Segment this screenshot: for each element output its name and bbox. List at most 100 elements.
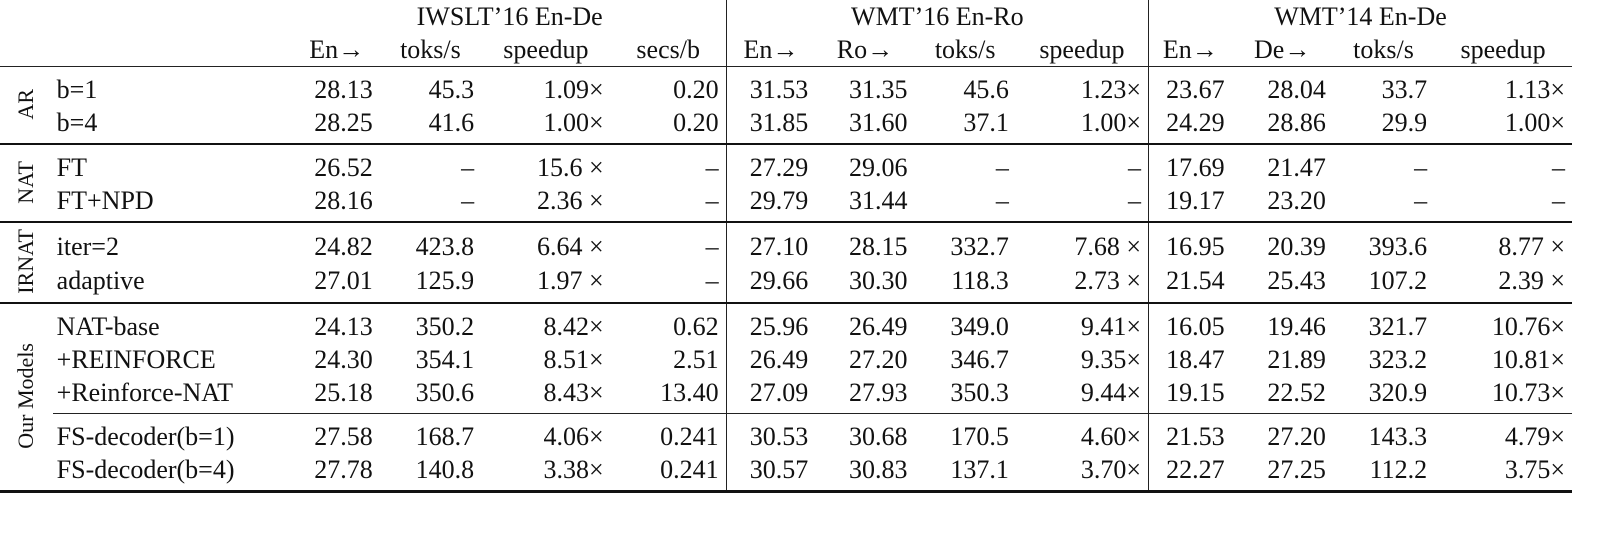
cell: 19.17 (1166, 186, 1225, 215)
cell: 24.30 (314, 344, 373, 374)
cell: 0.241 (610, 452, 727, 493)
cell: 8.51× (543, 344, 604, 374)
row-name: iter=2 (52, 220, 294, 264)
column-header: En→ (1162, 35, 1218, 64)
cell: – (1015, 184, 1150, 222)
cell: 3.75× (1434, 452, 1572, 493)
cell: 393.6 (1332, 220, 1435, 264)
cell: 27.09 (749, 377, 809, 407)
data-row: FS-decoder(b=1) 27.58 168.7 4.06× 0.241 30.53… (0, 412, 1572, 453)
cell: – (379, 143, 482, 184)
cell: 25.43 (1267, 266, 1326, 296)
column-header: speedup (1460, 35, 1546, 64)
section-label-text: Our Models (13, 342, 39, 449)
cell: 27.29 (726, 143, 816, 184)
cell: 350.3 (950, 377, 1009, 407)
cell: – (995, 186, 1009, 215)
section-label-text: AR (13, 88, 39, 120)
section-label: AR (0, 66, 53, 144)
cell: – (1015, 143, 1150, 184)
cell: 24.29 (1166, 108, 1225, 137)
cell: 22.52 (1267, 377, 1326, 407)
cell: 3.70× (1015, 452, 1150, 493)
column-header: Ro→ (836, 35, 894, 64)
column-header-row: En→ toks/s speedup secs/b En→ Ro→ toks/s speedu… (0, 33, 1572, 67)
cell: – (1414, 186, 1428, 215)
cell: 27.58 (293, 412, 380, 453)
cell: 27.20 (849, 344, 908, 374)
cell: 41.6 (428, 108, 475, 137)
cell: 30.57 (726, 452, 816, 493)
cell: 6.64 × (481, 220, 611, 264)
cell: – (610, 184, 727, 222)
cell: 28.04 (1231, 66, 1333, 106)
results-table: IWSLT’16 En-De WMT’16 En-Ro WMT’14 En-De En… (0, 0, 1572, 493)
spacer (53, 33, 294, 67)
cell: 1.13× (1434, 66, 1572, 106)
cell: 9.41× (1015, 301, 1150, 343)
data-row: AR b=1 28.13 45.3 1.09× 0.20 31.53 31.35 45.6 1.2… (0, 66, 1572, 144)
cell: 10.76× (1434, 301, 1572, 343)
data-row: b=4 28.25 41.6 1.00× 0.20 31.85 31.60 37.1 1.00×… (0, 106, 1572, 144)
cell: 0.62 (610, 301, 727, 343)
row-name: b=1 (52, 66, 294, 106)
cell: – (914, 143, 1016, 184)
row-name: NAT-base (52, 301, 294, 343)
cell: 10.73× (1491, 377, 1565, 407)
column-header: speedup (503, 35, 589, 64)
cell: 27.20 (1231, 412, 1333, 453)
cell: 27.10 (726, 220, 816, 264)
cell: 2.73 × (1015, 263, 1150, 303)
cell: 45.3 (379, 66, 482, 106)
cell: 332.7 (914, 220, 1016, 264)
cell: 29.9 (1381, 108, 1428, 137)
cell: 28.16 (314, 186, 373, 215)
cell: – (1434, 143, 1572, 184)
cell: 45.6 (914, 66, 1016, 106)
cell: 2.51 (610, 342, 727, 376)
cell: 31.35 (815, 66, 915, 106)
section-label: IRNAT (0, 221, 53, 303)
group-header-row: IWSLT’16 En-De WMT’16 En-Ro WMT’14 En-De (0, 0, 1572, 33)
cell: 23.20 (1267, 186, 1326, 215)
cell: 30.30 (849, 266, 908, 296)
row-name: +Reinforce-NAT (56, 377, 234, 407)
column-header: toks/s (400, 35, 461, 64)
cell: 13.40 (610, 375, 727, 414)
group-header: WMT’14 En-De (1274, 2, 1447, 31)
cell: 1.00× (1015, 106, 1150, 144)
column-header: secs/b (610, 33, 727, 67)
cell: 1.09× (481, 66, 611, 106)
cell: 24.82 (293, 220, 380, 264)
column-header: toks/s (1353, 35, 1414, 64)
data-row: FT+NPD 28.16–2.36 × –29.79 31.44– –19.17 23.2… (0, 184, 1572, 222)
cell: 28.15 (815, 220, 915, 264)
cell: 7.68 × (1015, 220, 1150, 264)
cell: 31.53 (726, 66, 816, 106)
data-row: FS-decoder(b=4) 27.78 140.8 3.38× 0.241 30.57… (0, 452, 1572, 493)
column-header: toks/s (934, 35, 996, 64)
spacer (53, 0, 294, 33)
cell: 30.68 (815, 412, 915, 453)
cell: 350.6 (415, 377, 475, 407)
spacer (0, 33, 53, 67)
cell: 125.9 (415, 266, 475, 296)
cell: 28.13 (293, 66, 380, 106)
cell: 143.3 (1332, 412, 1435, 453)
cell: – (610, 143, 727, 184)
cell: 107.2 (1368, 266, 1428, 296)
cell: 0.20 (610, 106, 727, 144)
cell: 423.8 (379, 220, 482, 264)
column-header: De→ (1254, 35, 1311, 64)
cell: 16.95 (1148, 220, 1232, 264)
cell: 26.49 (749, 344, 809, 374)
cell: 16.05 (1148, 301, 1232, 343)
cell: 20.39 (1231, 220, 1333, 264)
cell: 4.06× (481, 412, 611, 453)
row-name: FS-decoder(b=4) (52, 452, 294, 493)
cell: 168.7 (379, 412, 482, 453)
cell: 4.79× (1434, 412, 1572, 453)
cell: 17.69 (1148, 143, 1232, 184)
cell: 24.13 (293, 301, 380, 343)
